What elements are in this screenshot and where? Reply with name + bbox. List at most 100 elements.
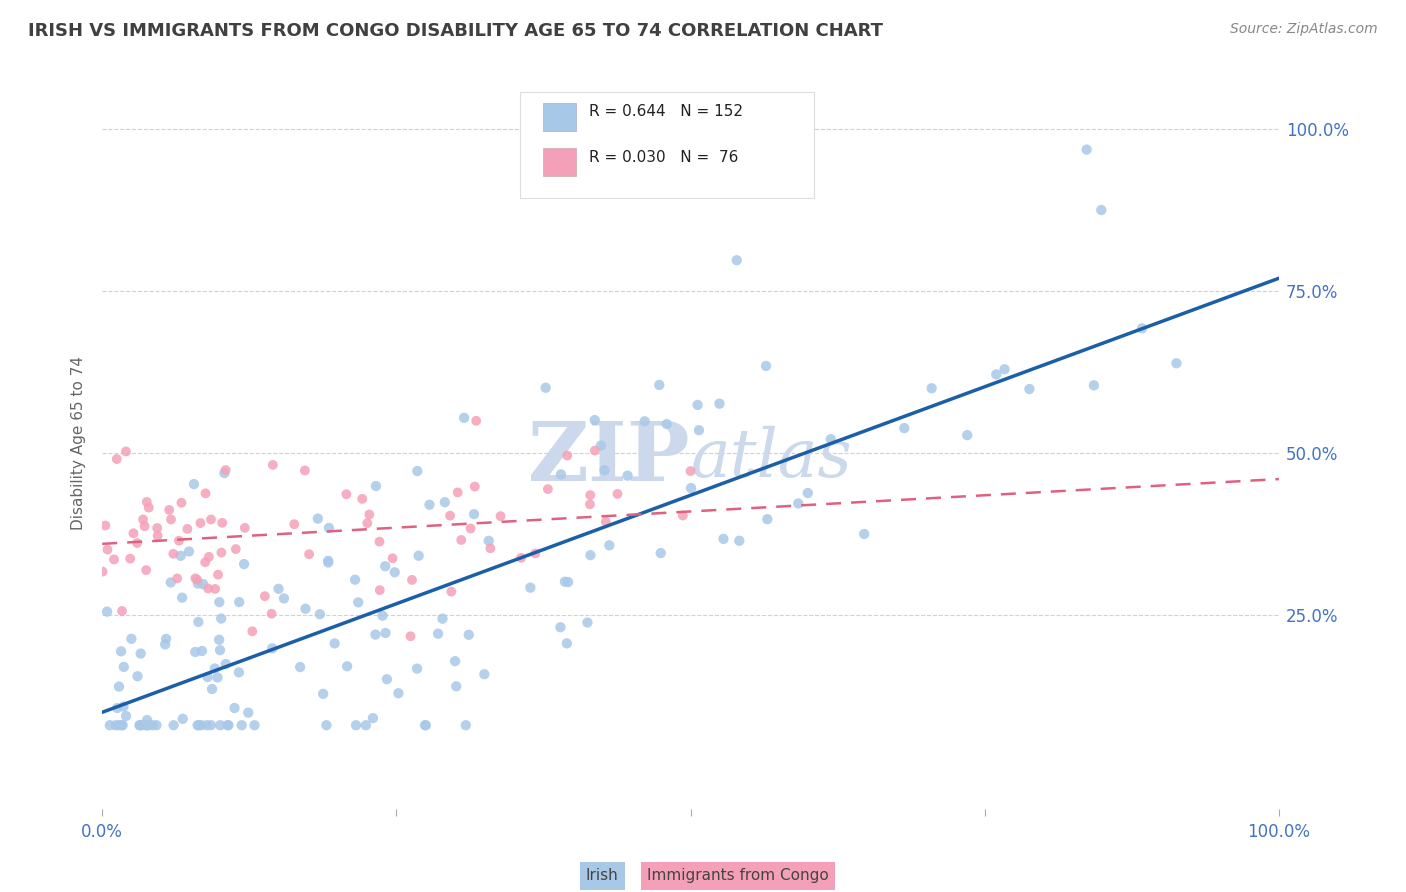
Point xyxy=(589,439,612,453)
Point xyxy=(142,718,165,732)
Point xyxy=(415,718,437,732)
Point xyxy=(129,647,152,661)
Point xyxy=(129,718,152,732)
Point xyxy=(993,362,1015,376)
Point xyxy=(1076,143,1098,157)
Point xyxy=(554,574,576,589)
Point xyxy=(209,545,232,559)
Point xyxy=(228,665,250,680)
Point xyxy=(134,519,156,533)
Text: R = 0.030   N =  76: R = 0.030 N = 76 xyxy=(589,151,738,165)
Text: ZIP: ZIP xyxy=(527,418,690,498)
Point xyxy=(1090,202,1112,217)
Point xyxy=(893,421,915,435)
Point xyxy=(294,463,316,477)
Point xyxy=(634,414,657,428)
Point xyxy=(555,636,578,650)
Point xyxy=(128,718,150,732)
Point xyxy=(214,463,236,477)
Point xyxy=(209,718,232,732)
Point xyxy=(197,582,219,596)
FancyBboxPatch shape xyxy=(544,103,576,131)
Point xyxy=(262,641,284,656)
Point xyxy=(207,567,229,582)
Point xyxy=(406,464,429,478)
Point xyxy=(105,701,128,715)
Point xyxy=(374,626,396,640)
Point xyxy=(243,718,266,732)
Point xyxy=(579,548,602,562)
Point xyxy=(406,662,429,676)
Text: Source: ZipAtlas.com: Source: ZipAtlas.com xyxy=(1230,22,1378,37)
Point xyxy=(138,500,160,515)
Point xyxy=(418,498,440,512)
Point xyxy=(312,687,335,701)
Point xyxy=(728,533,751,548)
Point xyxy=(209,611,232,625)
Point xyxy=(384,566,406,580)
Point xyxy=(756,512,779,526)
Point xyxy=(921,381,943,395)
Point xyxy=(537,482,560,496)
Point xyxy=(465,414,488,428)
Point xyxy=(238,706,260,720)
Point xyxy=(162,718,184,732)
Point xyxy=(583,443,606,458)
Point xyxy=(479,541,502,556)
Point xyxy=(194,486,217,500)
Point xyxy=(524,546,547,560)
Point xyxy=(709,397,731,411)
Point xyxy=(103,552,125,566)
Point xyxy=(648,378,671,392)
Point xyxy=(166,571,188,585)
Point xyxy=(606,487,628,501)
Point xyxy=(762,170,785,185)
Point xyxy=(797,486,820,500)
Point xyxy=(207,670,229,684)
Point xyxy=(233,557,256,571)
Point xyxy=(208,595,231,609)
Point xyxy=(444,654,467,668)
Point xyxy=(115,709,138,723)
Point xyxy=(155,632,177,646)
Point xyxy=(489,509,512,524)
Point xyxy=(672,508,695,523)
Point xyxy=(136,713,159,727)
Point xyxy=(401,573,423,587)
Point xyxy=(593,463,616,477)
Point xyxy=(177,544,200,558)
Point xyxy=(108,680,131,694)
Point xyxy=(686,398,709,412)
Point xyxy=(359,508,381,522)
Point xyxy=(432,612,454,626)
Point xyxy=(215,657,238,671)
Point xyxy=(190,718,212,732)
Point xyxy=(853,527,876,541)
Point xyxy=(191,644,214,658)
Point xyxy=(309,607,332,622)
Point xyxy=(555,449,578,463)
Point xyxy=(208,632,231,647)
Text: IRISH VS IMMIGRANTS FROM CONGO DISABILITY AGE 65 TO 74 CORRELATION CHART: IRISH VS IMMIGRANTS FROM CONGO DISABILIT… xyxy=(28,22,883,40)
Point xyxy=(112,699,135,714)
Point xyxy=(111,718,134,732)
Point xyxy=(986,368,1008,382)
Point xyxy=(681,481,703,495)
Point xyxy=(187,615,209,629)
Point xyxy=(616,468,638,483)
Point xyxy=(214,466,236,480)
Point xyxy=(262,458,284,472)
Point xyxy=(273,591,295,606)
Point xyxy=(787,496,810,510)
Point xyxy=(200,718,222,732)
Point xyxy=(169,549,191,563)
Point xyxy=(157,503,180,517)
Point xyxy=(253,589,276,603)
Point xyxy=(344,573,367,587)
Point xyxy=(204,661,226,675)
Point xyxy=(298,547,321,561)
Point xyxy=(534,381,557,395)
Point xyxy=(167,533,190,548)
Point xyxy=(138,718,160,732)
Point xyxy=(472,667,495,681)
